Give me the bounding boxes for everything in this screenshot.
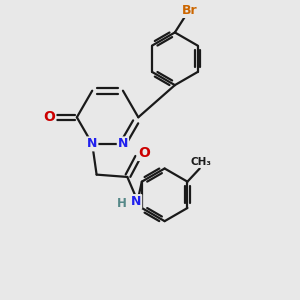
Text: Br: Br	[182, 4, 197, 17]
Text: N: N	[87, 137, 98, 150]
Text: N: N	[118, 137, 128, 150]
Text: CH₃: CH₃	[191, 157, 212, 167]
Text: N: N	[131, 195, 141, 208]
Text: O: O	[138, 146, 150, 160]
Text: O: O	[44, 110, 55, 124]
Text: H: H	[116, 197, 126, 210]
